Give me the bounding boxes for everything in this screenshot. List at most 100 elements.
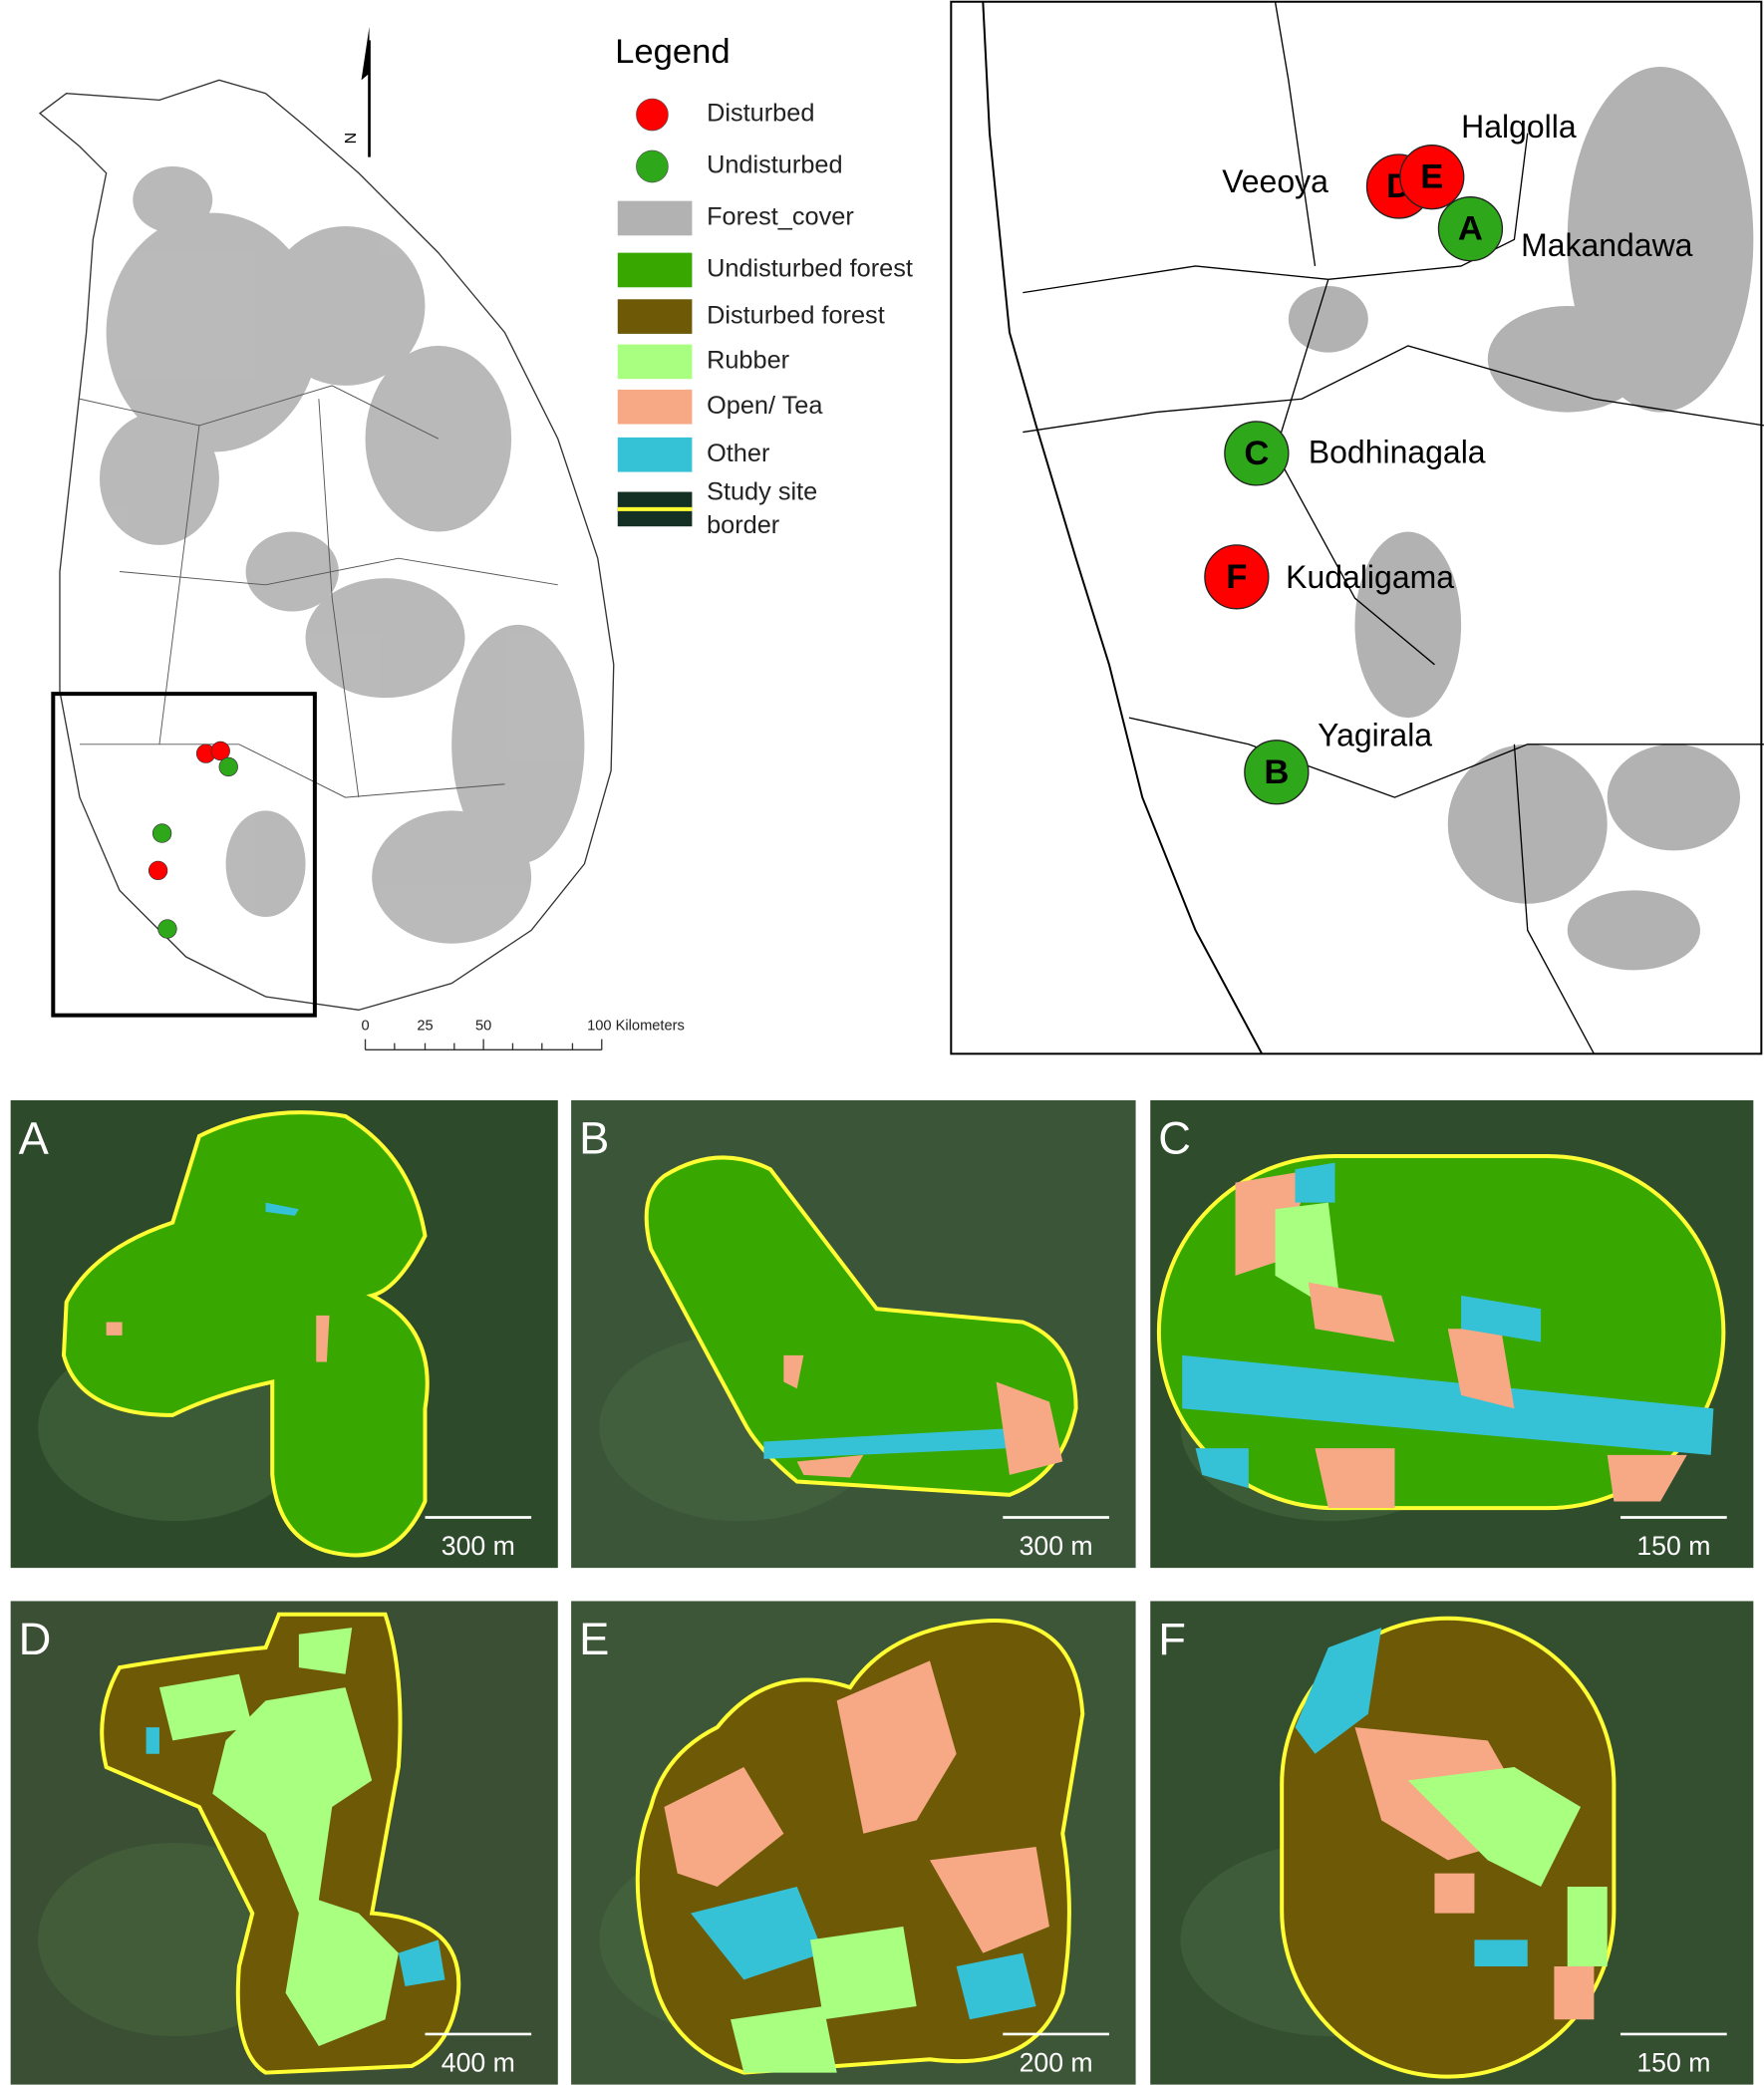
forest-patch [305,578,465,699]
panel-scale-label: 300 m [441,1531,515,1561]
site-marker [1437,195,1504,262]
forest-patch [372,810,532,944]
district-borders [1023,1,1764,1054]
panel-scale-label: 150 m [1636,1531,1710,1561]
inset-map [950,0,1764,1055]
forest-cover [99,165,585,944]
land-cover-patch [691,1887,824,1980]
land-cover-patch [265,1202,299,1216]
legend: Legend Disturbed Undisturbed Forest_cover U… [615,33,913,539]
land-cover-patch [1295,1628,1382,1754]
map-shape [218,756,238,777]
legend-swatch [617,389,693,425]
land-cover-patch [1308,1282,1395,1342]
land-cover-patch [146,1727,159,1754]
land-cover-patch [929,1847,1049,1953]
panel-scale-label: 150 m [1636,2047,1710,2077]
site-panel: F 150 m [1150,1601,1754,2085]
land-cover-patch [731,2005,837,2073]
site-letter: F [1226,558,1247,596]
land-cover-patch [1315,1448,1395,1509]
land-cover-patch [1447,1329,1515,1409]
forest-patch [225,810,306,918]
site-letter: E [1420,158,1443,196]
land-cover-patch [836,1660,957,1834]
site-marker [1224,421,1290,486]
map-shape [157,919,177,939]
site-letter: C [1244,435,1269,472]
land-cover-patch [1434,1873,1475,1914]
land-cover-patch [212,1687,399,2046]
legend-title: Legend [615,33,731,71]
land-cover-patch [1607,1454,1687,1502]
land-cover-patch [1182,1354,1714,1455]
forest-patch [245,531,339,612]
land-cover-patch [106,1322,123,1336]
district-borders [79,385,558,798]
land-cover-patch [1407,1767,1582,1888]
forest-patch [106,212,319,452]
site-name: Bodhinagala [1309,435,1486,470]
scale-label: 50 [475,1018,491,1034]
site-panel: C 150 m [1150,1099,1754,1569]
legend-label: border [707,511,780,539]
site-panel: A 300 m [10,1099,558,1569]
map-shape [361,27,370,81]
site-name: Yagirala [1318,718,1432,753]
land-cover-patch [158,1673,253,1741]
north-label: N [343,133,360,145]
legend-label: Rubber [707,347,790,375]
panel-label: E [579,1614,609,1664]
scale-bar [364,1039,603,1050]
site-panel: B 300 m [571,1099,1136,1569]
scale-label: 25 [417,1018,433,1034]
forest-patch [265,225,426,386]
scale-label: 0 [361,1018,369,1034]
land-cover-patch [763,1428,1010,1459]
forest-patch [451,624,585,864]
north-arrow: N [343,27,371,157]
forest-patch [1288,285,1368,353]
island-map: N 0 25 50 100 Kilometers [38,27,685,1050]
site-name: Makandawa [1521,227,1693,263]
land-cover-patch [1195,1448,1249,1489]
site-letter: A [1458,210,1483,248]
site-letter: B [1264,753,1289,791]
legend-label: Undisturbed [707,151,843,179]
legend-symbol [636,149,669,183]
forest-patch [1354,531,1462,719]
site-panel: D 400 m [10,1601,558,2085]
panel-scale-label: 200 m [1020,2047,1093,2077]
study-area [61,1110,430,1558]
legend-swatch [617,252,693,288]
site-marker [1399,145,1465,210]
forest-cover [1288,67,1754,971]
land-cover-patch [956,1952,1036,2020]
legend-swatch [617,200,693,236]
panel-scale-label: 300 m [1020,1531,1093,1561]
land-cover-patch [996,1381,1063,1475]
legend-label: Other [707,440,770,467]
coastline [982,1,1264,1054]
land-cover-patch [810,1926,917,2020]
forest-patch [1567,890,1701,971]
land-cover-patch [298,1628,353,1674]
site-panels: A 300 m B 300 m C 150 m D 400 m E 200 m F 150 m [10,1099,1754,2085]
legend-label: Disturbed [707,100,814,128]
site-panel: E 200 m [571,1601,1136,2085]
land-cover-patch [1461,1295,1542,1342]
site-marker [1244,740,1310,805]
legend-label: Disturbed forest [707,301,885,329]
site-points [147,741,238,939]
land-cover-patch [783,1354,804,1389]
forest-patch [133,165,213,233]
panel-scale-label: 400 m [441,2047,515,2077]
site-name: Halgolla [1461,109,1577,145]
land-cover-patch [664,1767,784,1888]
panel-label: A [19,1112,50,1163]
panel-label: D [19,1614,52,1664]
site-name: Kudaligama [1286,559,1454,595]
